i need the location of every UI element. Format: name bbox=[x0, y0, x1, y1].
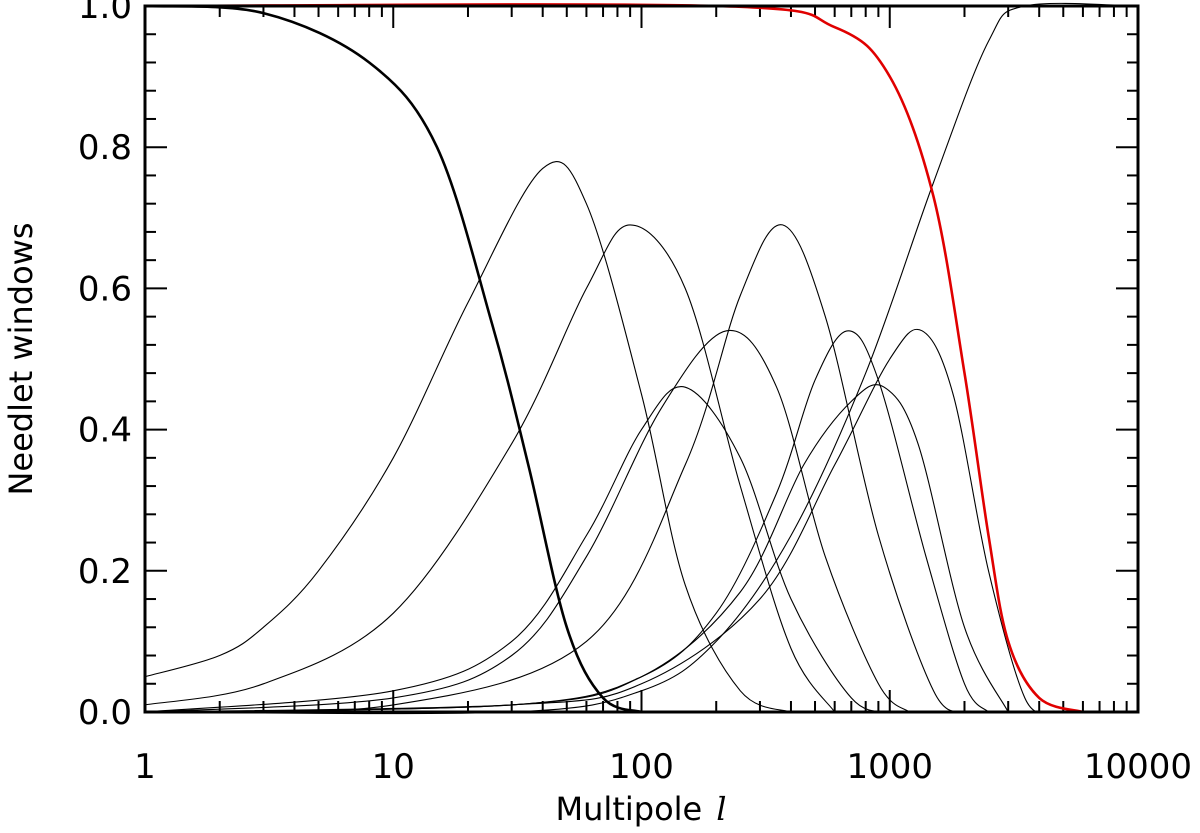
curve-band-7 bbox=[144, 384, 1009, 713]
plot-frame bbox=[143, 4, 1140, 714]
x-tick-labels: 1 10 100 1000 10000 bbox=[134, 747, 1192, 787]
y-tick-label: 0.2 bbox=[78, 552, 132, 592]
x-axis-title: Multipole l bbox=[556, 790, 727, 828]
y-tick-labels: 0.0 0.2 0.4 0.6 0.8 1.0 bbox=[78, 0, 132, 733]
curve-band-3 bbox=[144, 386, 890, 713]
y-tick-label: 0.8 bbox=[78, 128, 132, 168]
curve-beam-10 bbox=[144, 3, 1084, 714]
x-tick-label: 10 bbox=[372, 747, 415, 787]
y-axis-title: Needlet windows bbox=[2, 223, 40, 496]
x-axis-title-text: Multipole bbox=[556, 790, 703, 828]
curves bbox=[144, 2, 1139, 715]
x-tick-label: 100 bbox=[609, 747, 674, 787]
curve-band-4 bbox=[144, 329, 910, 713]
curve-highpass-9 bbox=[144, 2, 1139, 715]
curve-band-8 bbox=[144, 328, 1053, 714]
curve-band-1 bbox=[144, 161, 792, 713]
y-tick-label: 1.0 bbox=[78, 0, 132, 27]
y-tick-label: 0.4 bbox=[78, 411, 132, 451]
x-axis-variable: l bbox=[716, 790, 726, 828]
y-tick-label: 0.0 bbox=[78, 693, 132, 733]
curve-band-2 bbox=[144, 224, 836, 713]
curve-lowpass-0 bbox=[144, 4, 642, 714]
x-tick-label: 10000 bbox=[1084, 747, 1192, 787]
y-tick-label: 0.6 bbox=[78, 269, 132, 309]
x-tick-label: 1000 bbox=[846, 747, 933, 787]
axis-ticks bbox=[144, 5, 1138, 713]
curve-band-5 bbox=[144, 224, 965, 713]
x-tick-label: 1 bbox=[134, 747, 156, 787]
